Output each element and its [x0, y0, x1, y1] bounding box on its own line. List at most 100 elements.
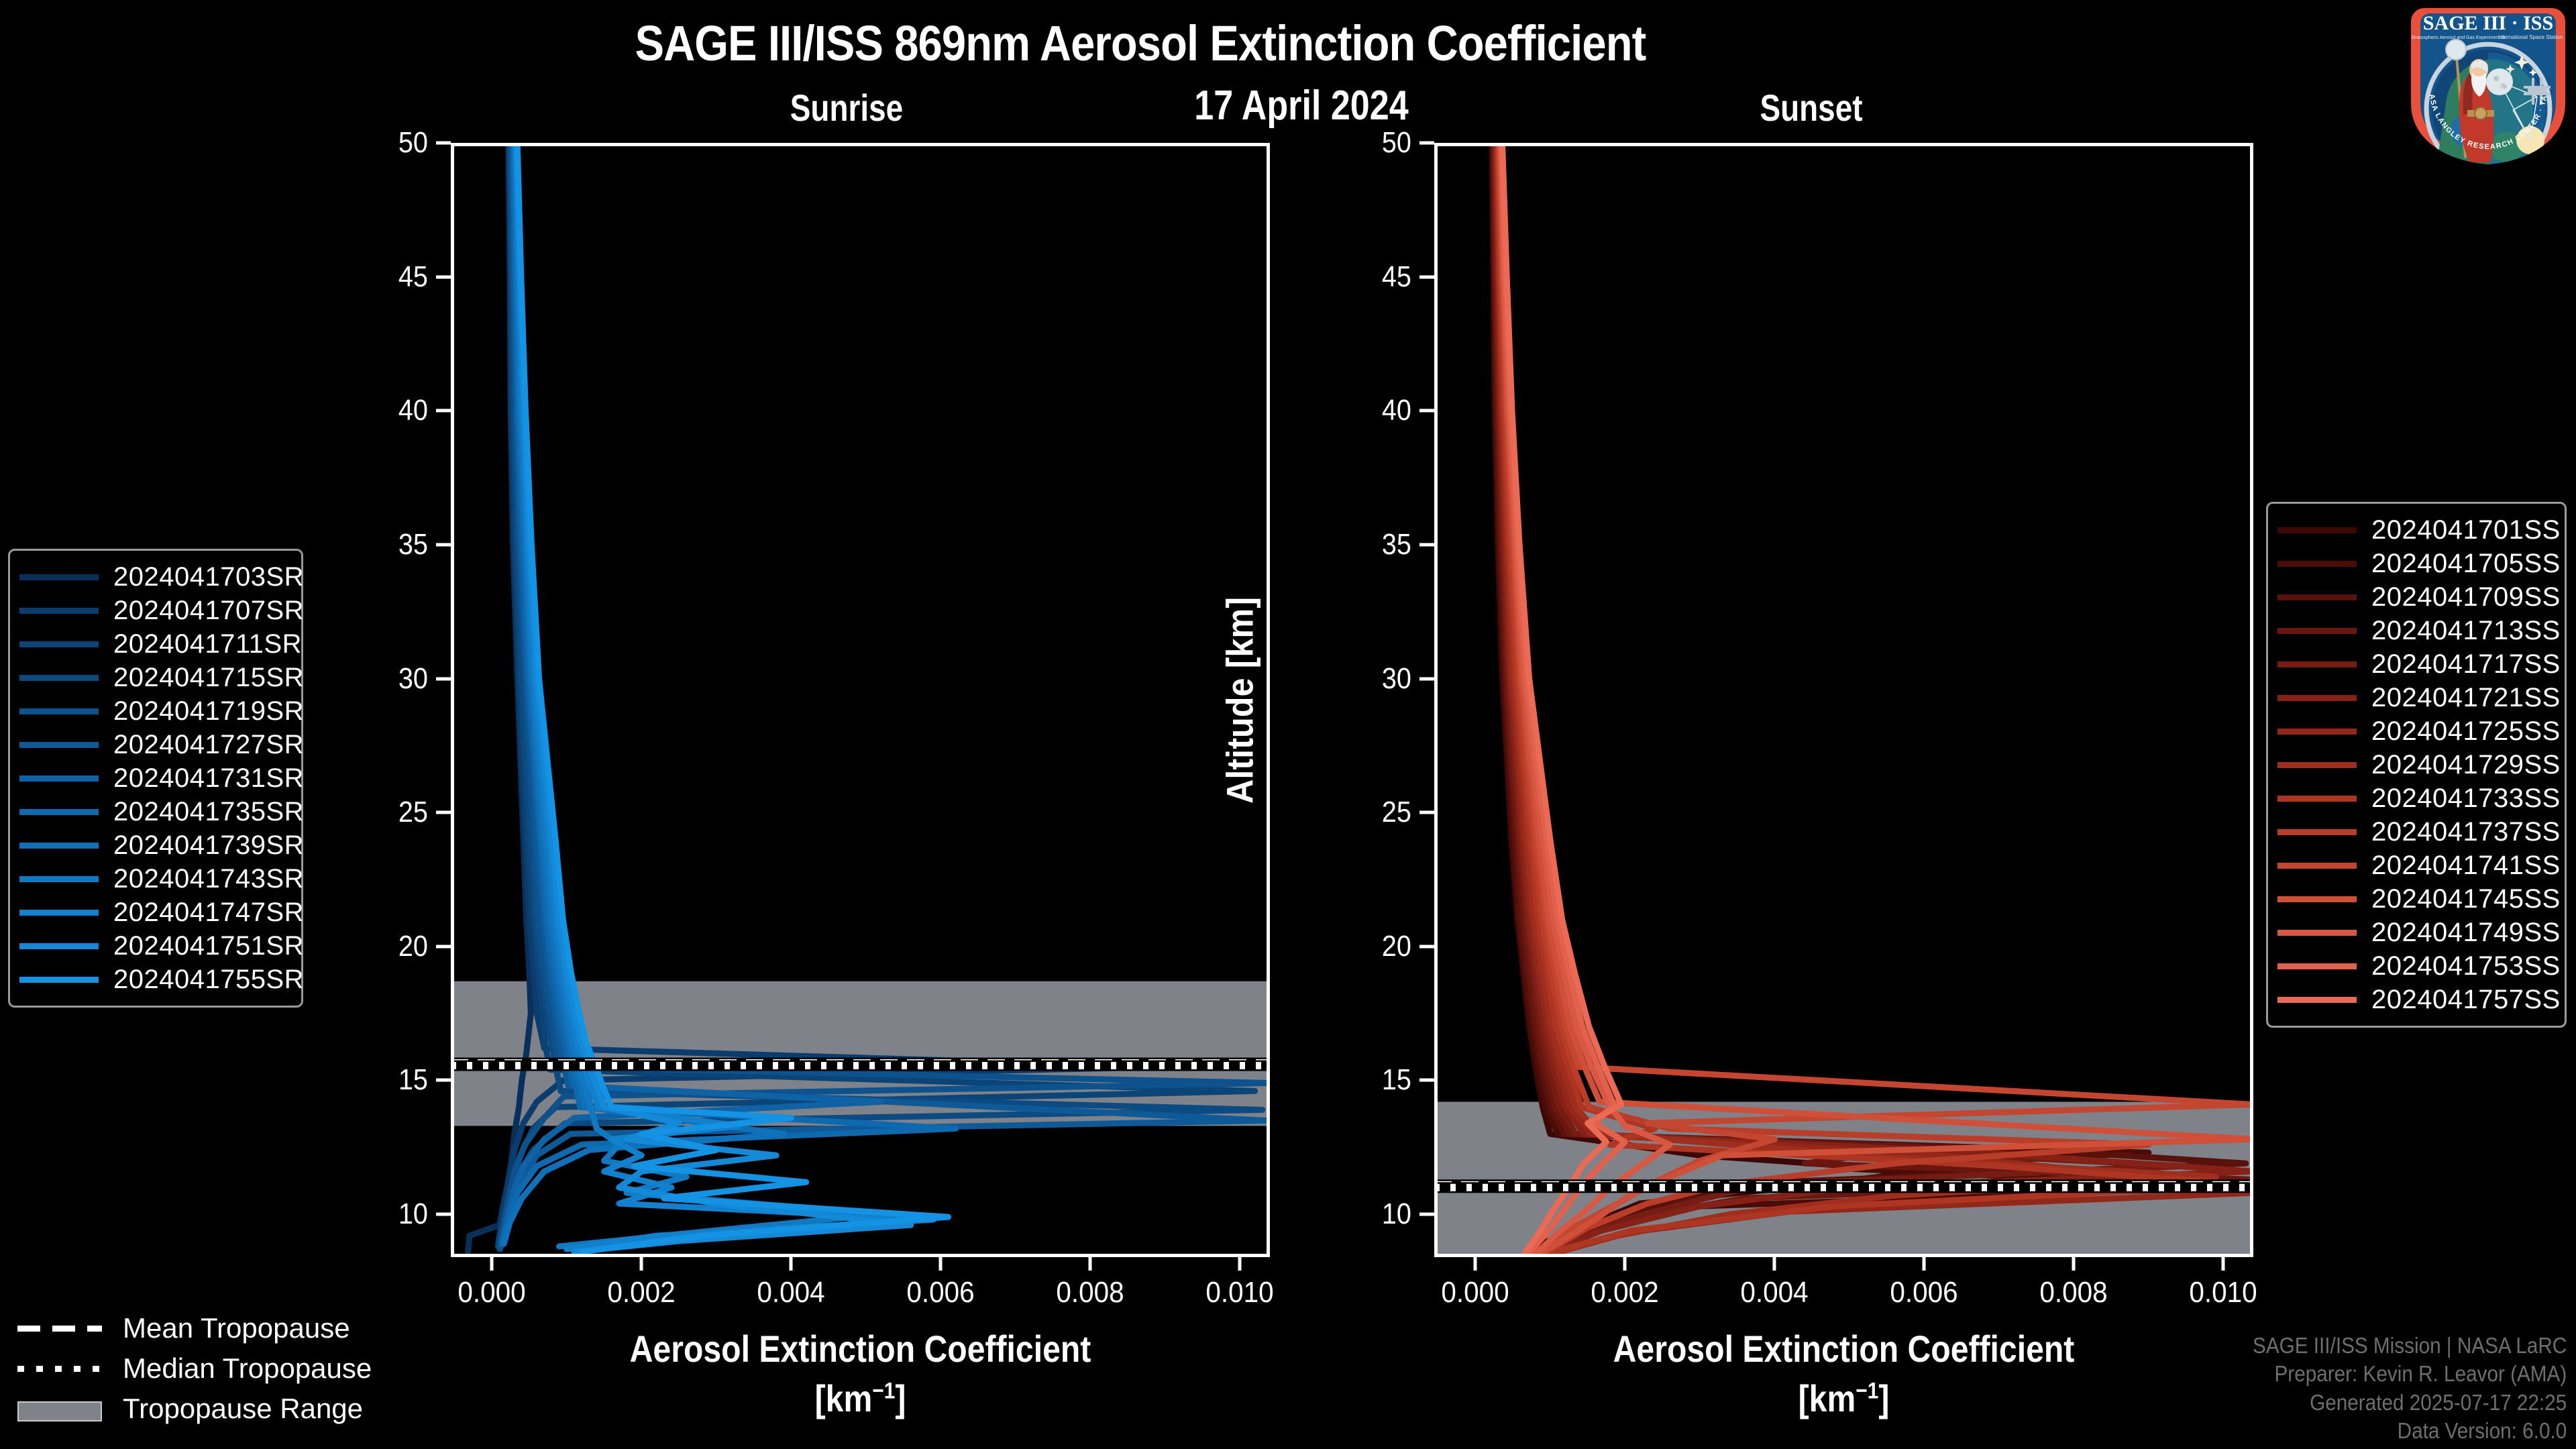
legend-color-swatch	[19, 741, 99, 748]
credit-line-version: Data Version: 6.0.0	[2397, 1417, 2567, 1443]
legend-color-swatch	[19, 574, 99, 580]
legend-color-swatch	[19, 976, 99, 983]
legend-color-swatch	[19, 842, 99, 849]
y-axis-tick-label: 10	[398, 1197, 428, 1231]
y-axis-tick-label: 35	[398, 527, 428, 561]
logo-subtitle-right: International Space Station	[2498, 34, 2563, 40]
legend-item[interactable]: 2024041755SR	[19, 963, 304, 996]
legend-label-median: Median Tropopause	[123, 1352, 372, 1384]
y-axis-tick-mark	[1419, 543, 1434, 547]
legend-item[interactable]: 2024041709SS	[2277, 580, 2560, 614]
x-axis-tick-mark	[2072, 1257, 2076, 1271]
y-axis-tick-label: 10	[1381, 1197, 1411, 1231]
y-axis-tick-mark	[436, 543, 451, 547]
credits-block: SAGE III/ISS Mission | NASA LaRC Prepare…	[2253, 1332, 2567, 1445]
legend-color-swatch	[2277, 728, 2357, 735]
plot-frame-sunset	[1434, 143, 2253, 1257]
legend-color-swatch	[2277, 527, 2357, 533]
legend-item[interactable]: 2024041739SR	[19, 828, 304, 862]
legend-event-label: 2024041701SS	[2371, 515, 2561, 545]
y-axis-tick-mark	[436, 275, 451, 279]
legend-item[interactable]: 2024041737SS	[2277, 815, 2560, 849]
legend-item[interactable]: 2024041729SS	[2277, 748, 2560, 782]
credit-line-mission: SAGE III/ISS Mission | NASA LaRC	[2252, 1333, 2567, 1358]
y-axis-tick-mark	[1419, 677, 1434, 681]
y-axis-tick-label: 20	[1381, 929, 1411, 963]
x-axis-unit: [km−1]	[1798, 1377, 1890, 1419]
y-axis-tick-label: 25	[1381, 796, 1411, 829]
sage-iii-iss-mission-patch-logo: SAGE III · ISS Stratospheric Aerosol and…	[2406, 3, 2565, 164]
y-axis-tick-label: 40	[398, 394, 428, 427]
chart-panel-sunrise	[451, 143, 1270, 1257]
y-axis-tick-mark	[1419, 810, 1434, 814]
legend-event-label: 2024041741SS	[2371, 850, 2561, 880]
y-axis-tick-label: 15	[398, 1063, 428, 1097]
legend-item[interactable]: 2024041735SR	[19, 795, 304, 828]
legend-color-swatch	[19, 943, 99, 949]
legend-item[interactable]: 2024041753SS	[2277, 949, 2560, 983]
y-axis-tick-mark	[1419, 409, 1434, 413]
y-axis-tick-mark	[436, 409, 451, 413]
legend-item[interactable]: 2024041715SR	[19, 661, 304, 694]
legend-item[interactable]: 2024041745SS	[2277, 882, 2560, 916]
legend-item[interactable]: 2024041733SS	[2277, 782, 2560, 815]
legend-color-swatch	[2277, 896, 2357, 902]
y-axis-tick-label: 35	[1381, 527, 1411, 561]
legend-event-label: 2024041747SR	[113, 897, 305, 927]
legend-item[interactable]: 2024041741SS	[2277, 849, 2560, 882]
legend-event-label: 2024041739SR	[113, 830, 305, 860]
legend-color-swatch	[19, 775, 99, 782]
legend-event-label: 2024041717SS	[2371, 649, 2561, 679]
legend-item[interactable]: 2024041717SS	[2277, 647, 2560, 681]
profile-plot-sunset	[1434, 143, 2253, 1257]
legend-event-label: 2024041725SS	[2371, 716, 2561, 746]
x-axis-tick-mark	[1772, 1257, 1776, 1271]
legend-event-label: 2024041755SR	[113, 964, 305, 994]
legend-item[interactable]: 2024041731SR	[19, 761, 304, 795]
legend-item[interactable]: 2024041707SR	[19, 594, 304, 627]
legend-event-label: 2024041705SS	[2371, 548, 2561, 578]
legend-item[interactable]: 2024041747SR	[19, 896, 304, 929]
y-axis-tick-mark	[436, 1078, 451, 1082]
x-axis-tick-label: 0.006	[1890, 1276, 1959, 1309]
x-axis-tick-label: 0.004	[757, 1276, 825, 1309]
legend-event-label: 2024041711SR	[113, 629, 303, 659]
legend-item[interactable]: 2024041725SS	[2277, 714, 2560, 748]
legend-item[interactable]: 2024041719SR	[19, 694, 304, 728]
legend-item[interactable]: 2024041751SR	[19, 929, 304, 963]
legend-sunset[interactable]: 2024041701SS 2024041705SS 2024041709SS 2024…	[2266, 502, 2567, 1028]
legend-item[interactable]: 2024041743SR	[19, 862, 304, 896]
legend-item[interactable]: 2024041757SS	[2277, 983, 2560, 1016]
x-axis-tick-label: 0.000	[458, 1276, 526, 1309]
y-axis-tick-mark	[436, 945, 451, 949]
x-axis-title: Aerosol Extinction Coefficient	[629, 1328, 1091, 1370]
legend-item[interactable]: 2024041711SR	[19, 627, 302, 661]
y-axis-tick-mark	[436, 677, 451, 681]
legend-item[interactable]: 2024041749SS	[2277, 916, 2560, 949]
x-axis-tick-label: 0.008	[2039, 1276, 2108, 1309]
x-axis-tick-label: 0.002	[1591, 1276, 1659, 1309]
legend-event-label: 2024041733SS	[2371, 783, 2561, 813]
legend-item[interactable]: 2024041701SS	[2277, 513, 2560, 547]
y-axis-tick-mark	[1419, 1078, 1434, 1082]
legend-item[interactable]: 2024041727SR	[19, 728, 304, 761]
legend-item[interactable]: 2024041721SS	[2277, 681, 2560, 714]
legend-event-label: 2024041749SS	[2371, 917, 2561, 947]
legend-color-swatch	[2277, 996, 2357, 1003]
y-axis-tick-label: 30	[398, 661, 428, 695]
filled-rect-icon	[15, 1401, 105, 1421]
legend-event-label: 2024041713SS	[2371, 615, 2561, 645]
y-axis-tick-mark	[436, 141, 451, 145]
legend-item[interactable]: 2024041703SR	[19, 560, 304, 594]
y-axis-tick-label: 45	[398, 260, 428, 293]
legend-item[interactable]: 2024041713SS	[2277, 614, 2560, 647]
legend-item[interactable]: 2024041705SS	[2277, 547, 2560, 580]
y-axis-tick-mark	[1419, 1212, 1434, 1216]
legend-sunrise[interactable]: 2024041703SR 2024041707SR 2024041711SR 2024…	[8, 549, 304, 1008]
x-axis-tick-mark	[789, 1257, 793, 1271]
legend-event-label: 2024041737SS	[2371, 816, 2561, 847]
legend-color-swatch	[2277, 594, 2357, 600]
x-axis-tick-mark	[490, 1257, 494, 1271]
legend-color-swatch	[2277, 862, 2357, 869]
y-axis-tick-label: 50	[398, 126, 428, 159]
